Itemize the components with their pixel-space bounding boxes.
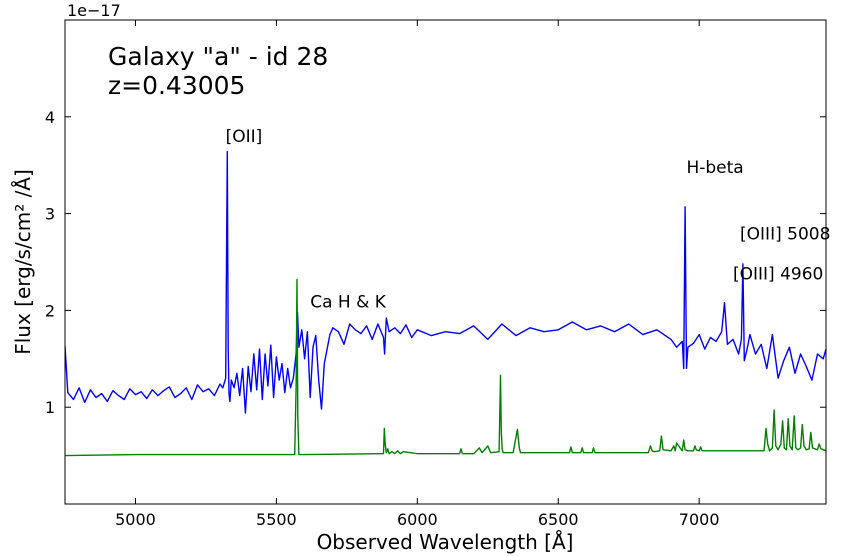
chart-title-line-1: Galaxy "a" - id 28: [108, 42, 328, 71]
y-axis-label: Flux [erg/s/cm² /Å]: [11, 169, 35, 355]
plot-frame: [64, 19, 827, 505]
annotation-layer: [OII] Ca H & K H-beta [OIII] 5008 [OIII] 496…: [226, 127, 831, 313]
series-line-1: [65, 150, 826, 414]
series-line-2: [65, 278, 826, 457]
x-tick-label: 7000: [679, 510, 720, 529]
annotation-label: [OIII] 4960: [733, 264, 823, 284]
offset-label: 1e−17: [67, 1, 121, 20]
chart-title-line-2: z=0.43005: [108, 71, 245, 100]
ticks-layer: 5000 5500 6000 6500 7000 1 2 3 4: [45, 20, 826, 529]
y-tick-label: 3: [45, 205, 55, 224]
x-axis-label: Observed Wavelength [Å]: [317, 530, 574, 554]
series-layer: [65, 150, 826, 457]
y-tick-label: 2: [45, 301, 55, 320]
y-tick-label: 1: [45, 398, 55, 417]
annotation-label: Ca H & K: [310, 292, 387, 312]
y-tick-label: 4: [45, 108, 55, 127]
annotation-label: H-beta: [686, 158, 743, 178]
annotation-label: [OII]: [226, 127, 263, 147]
x-tick-label: 6000: [397, 510, 438, 529]
x-tick-label: 5500: [256, 510, 297, 529]
x-tick-label: 6500: [538, 510, 579, 529]
x-tick-label: 5000: [115, 510, 156, 529]
annotation-label: [OIII] 5008: [740, 225, 830, 245]
